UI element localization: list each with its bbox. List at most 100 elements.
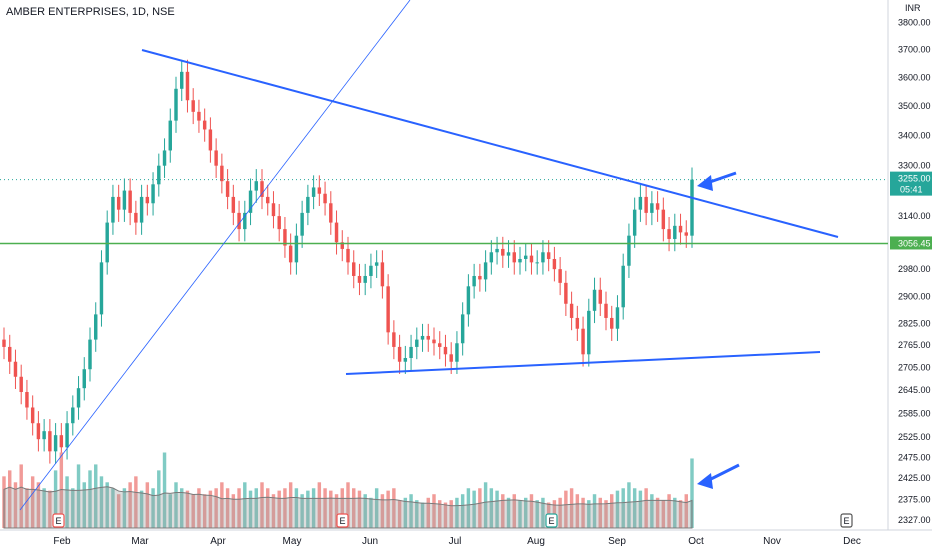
candle[interactable] (495, 248, 499, 253)
candle[interactable] (13, 361, 18, 377)
candle[interactable] (48, 431, 52, 452)
candle[interactable] (19, 376, 23, 393)
candle[interactable] (151, 184, 155, 204)
candle[interactable] (621, 265, 625, 308)
candle[interactable] (94, 314, 98, 340)
candle[interactable] (638, 196, 643, 210)
candle[interactable] (386, 286, 390, 333)
candle[interactable] (243, 212, 247, 230)
candle[interactable] (237, 212, 241, 230)
candle[interactable] (684, 232, 688, 236)
candle[interactable] (134, 212, 138, 223)
candle[interactable] (380, 262, 385, 287)
candle[interactable] (53, 435, 58, 452)
candle[interactable] (340, 242, 344, 249)
candle[interactable] (139, 196, 144, 223)
candle[interactable] (460, 314, 465, 344)
candle[interactable] (632, 209, 637, 236)
candle[interactable] (191, 100, 195, 112)
candle[interactable] (541, 252, 545, 263)
candle[interactable] (501, 248, 505, 256)
candle[interactable] (105, 222, 109, 263)
candle[interactable] (627, 235, 631, 266)
candle[interactable] (88, 339, 92, 370)
candle[interactable] (524, 255, 528, 259)
candle[interactable] (535, 262, 539, 264)
candle[interactable] (546, 252, 551, 259)
candle[interactable] (82, 369, 86, 389)
candle[interactable] (644, 196, 648, 213)
candle[interactable] (122, 190, 127, 210)
candle[interactable] (443, 346, 448, 355)
candle[interactable] (334, 222, 339, 243)
candle[interactable] (569, 303, 574, 318)
candle[interactable] (283, 229, 287, 246)
candle[interactable] (369, 265, 373, 276)
candle[interactable] (489, 252, 494, 263)
candle[interactable] (220, 165, 224, 182)
earnings-marker[interactable] (545, 513, 558, 528)
candle[interactable] (397, 346, 402, 362)
candle[interactable] (426, 335, 430, 340)
candle[interactable] (185, 71, 190, 101)
candle[interactable] (174, 88, 178, 121)
candle[interactable] (59, 435, 64, 448)
candle[interactable] (564, 282, 568, 304)
candle[interactable] (2, 339, 6, 347)
candle[interactable] (42, 431, 46, 440)
candle[interactable] (248, 190, 253, 213)
candle[interactable] (478, 275, 482, 280)
candle[interactable] (288, 245, 293, 263)
earnings-marker[interactable] (840, 513, 853, 528)
candle[interactable] (260, 181, 264, 197)
candle[interactable] (128, 190, 132, 213)
candle[interactable] (357, 275, 362, 283)
candle[interactable] (455, 343, 459, 362)
candle[interactable] (449, 354, 453, 362)
candle[interactable] (673, 225, 677, 239)
candle[interactable] (604, 303, 608, 318)
candle[interactable] (346, 248, 350, 263)
candle[interactable] (678, 225, 683, 233)
candle[interactable] (518, 258, 522, 263)
candle[interactable] (36, 423, 41, 440)
candle[interactable] (598, 289, 602, 304)
candle[interactable] (615, 307, 620, 329)
candle[interactable] (409, 346, 413, 359)
candle[interactable] (311, 187, 316, 197)
candle[interactable] (575, 317, 580, 329)
candle[interactable] (306, 196, 310, 213)
candle[interactable] (592, 289, 597, 311)
candle[interactable] (145, 196, 150, 204)
candle[interactable] (8, 346, 12, 362)
candle[interactable] (587, 310, 591, 355)
candle[interactable] (271, 203, 276, 217)
candle[interactable] (323, 193, 327, 204)
candle[interactable] (655, 203, 660, 210)
candle[interactable] (432, 339, 436, 344)
resistance-trendline[interactable] (141, 49, 839, 238)
candle[interactable] (277, 216, 281, 230)
candle[interactable] (506, 252, 511, 256)
candle[interactable] (558, 269, 562, 283)
candle[interactable] (552, 258, 557, 270)
candle[interactable] (420, 335, 425, 340)
candle[interactable] (162, 150, 167, 166)
candle[interactable] (294, 235, 299, 263)
candle[interactable] (254, 181, 258, 191)
candle[interactable] (25, 392, 29, 408)
candle[interactable] (225, 181, 230, 197)
earnings-marker[interactable] (52, 513, 65, 528)
candle[interactable] (329, 203, 333, 223)
candle[interactable] (472, 275, 476, 287)
candle[interactable] (650, 203, 654, 213)
candle[interactable] (415, 339, 419, 347)
candle[interactable] (76, 388, 81, 408)
candle[interactable] (168, 120, 172, 151)
candle[interactable] (231, 196, 236, 213)
candle[interactable] (208, 129, 213, 151)
candle[interactable] (690, 179, 694, 236)
candle[interactable] (581, 328, 585, 355)
candle[interactable] (300, 212, 304, 236)
